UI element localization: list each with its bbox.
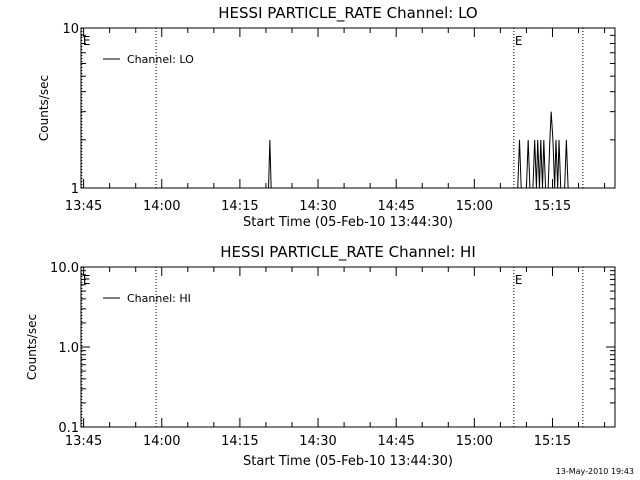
panel-2-y-axis-label: Counts/sec [25,314,39,380]
panel-2-legend-label: Channel: HI [127,292,191,305]
panel-2-y-tick-label: 10.0 [50,261,79,276]
panel-1-x-axis-label: Start Time (05-Feb-10 13:44:30) [243,215,453,230]
panel-2-x-tick-label: 14:00 [143,434,180,449]
panel-1-title: HESSI PARTICLE_RATE Channel: LO [218,4,477,23]
panel-1-y-axis-label: Counts/sec [37,75,51,141]
panel-2-x-axis-label: Start Time (05-Feb-10 13:44:30) [243,454,453,469]
panel-1-x-tick-label: 14:00 [143,199,180,214]
panel-2-time-marker-label: E [515,273,523,287]
panel-1-x-tick-label: 13:45 [65,199,102,214]
panel-2-x-tick-label: 13:45 [65,434,102,449]
panel-2-x-tick-label: 15:00 [456,434,493,449]
panel-1-x-tick-label: 15:15 [534,199,571,214]
panel-1-legend-label: Channel: LO [127,53,194,66]
panel-2-title: HESSI PARTICLE_RATE Channel: HI [220,243,476,262]
panel-2-plot-frame [80,266,616,428]
panel-2-y-tick-label: 1.0 [58,341,79,356]
panel-2-x-tick-label: 14:45 [377,434,414,449]
panel-2-x-tick-label: 14:30 [299,434,336,449]
panel-2-x-tick-label: 14:15 [221,434,258,449]
panel-1-plot-frame [80,27,616,189]
panel-2-y-tick-label: 0.1 [58,421,79,436]
panel-2-x-tick-label: 15:15 [534,434,571,449]
panel-1-x-tick-label: 15:00 [456,199,493,214]
panel-1-series-line [268,111,569,189]
panel-1-time-marker-label: E [83,34,91,48]
panel-1-x-tick-label: 14:15 [221,199,258,214]
panel-2-time-marker-label: E [83,273,91,287]
footer-timestamp: 13-May-2010 19:43 [556,467,634,476]
panel-1-time-marker-label: E [515,34,523,48]
panel-1-y-tick-label: 10 [62,22,79,37]
panel-1-y-tick-label: 1 [71,182,79,197]
panel-1-x-tick-label: 14:30 [299,199,336,214]
panel-1-x-tick-label: 14:45 [377,199,414,214]
